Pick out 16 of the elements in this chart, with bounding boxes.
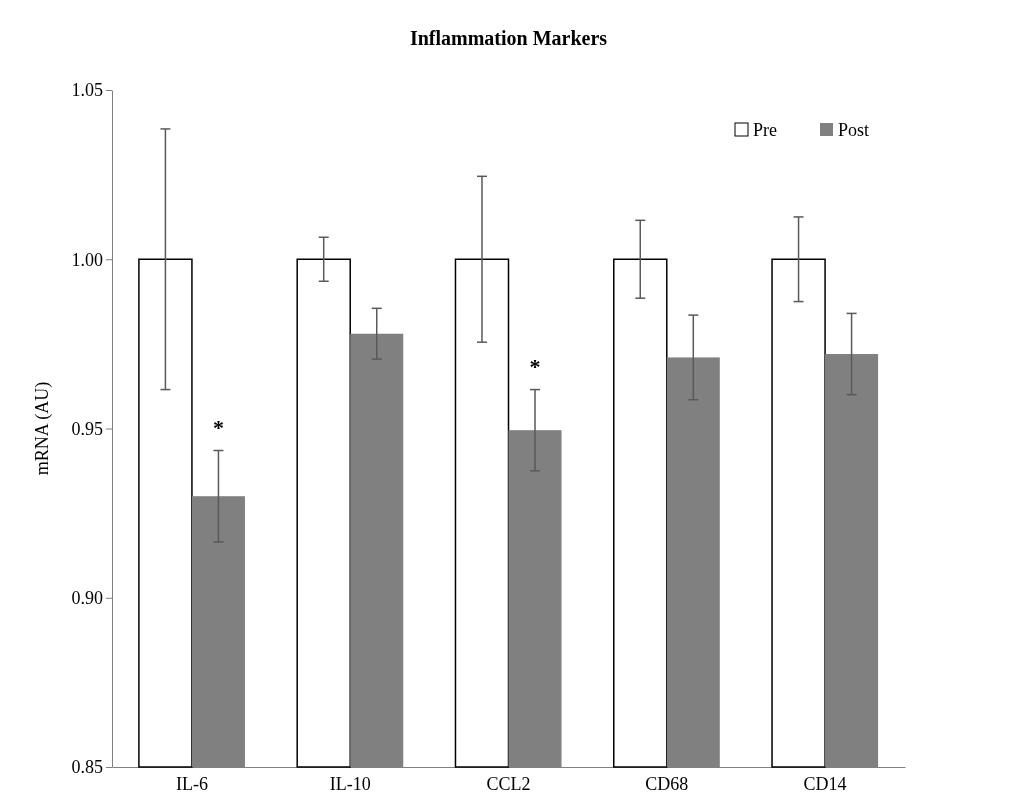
- chart-title: Inflammation Markers: [409, 27, 608, 49]
- annotation: *: [529, 354, 541, 380]
- y-tick-label: 0.90: [71, 588, 103, 609]
- legend-label: Post: [838, 120, 870, 140]
- y-tick-label: 0.95: [71, 418, 103, 439]
- annotation: *: [212, 415, 224, 441]
- x-tick-label: CCL2: [486, 773, 531, 794]
- x-tick-label: CD68: [645, 773, 689, 794]
- y-tick-label: 1.05: [71, 80, 103, 101]
- x-tick-label: CD14: [803, 773, 847, 794]
- y-axis-title: mRNA (AU): [32, 381, 53, 476]
- y-tick-label: 0.85: [71, 757, 103, 778]
- x-tick-label: IL-6: [175, 773, 208, 794]
- legend-label: Pre: [753, 120, 777, 140]
- x-tick-label: IL-10: [329, 773, 371, 794]
- y-tick-label: 1.00: [71, 249, 103, 270]
